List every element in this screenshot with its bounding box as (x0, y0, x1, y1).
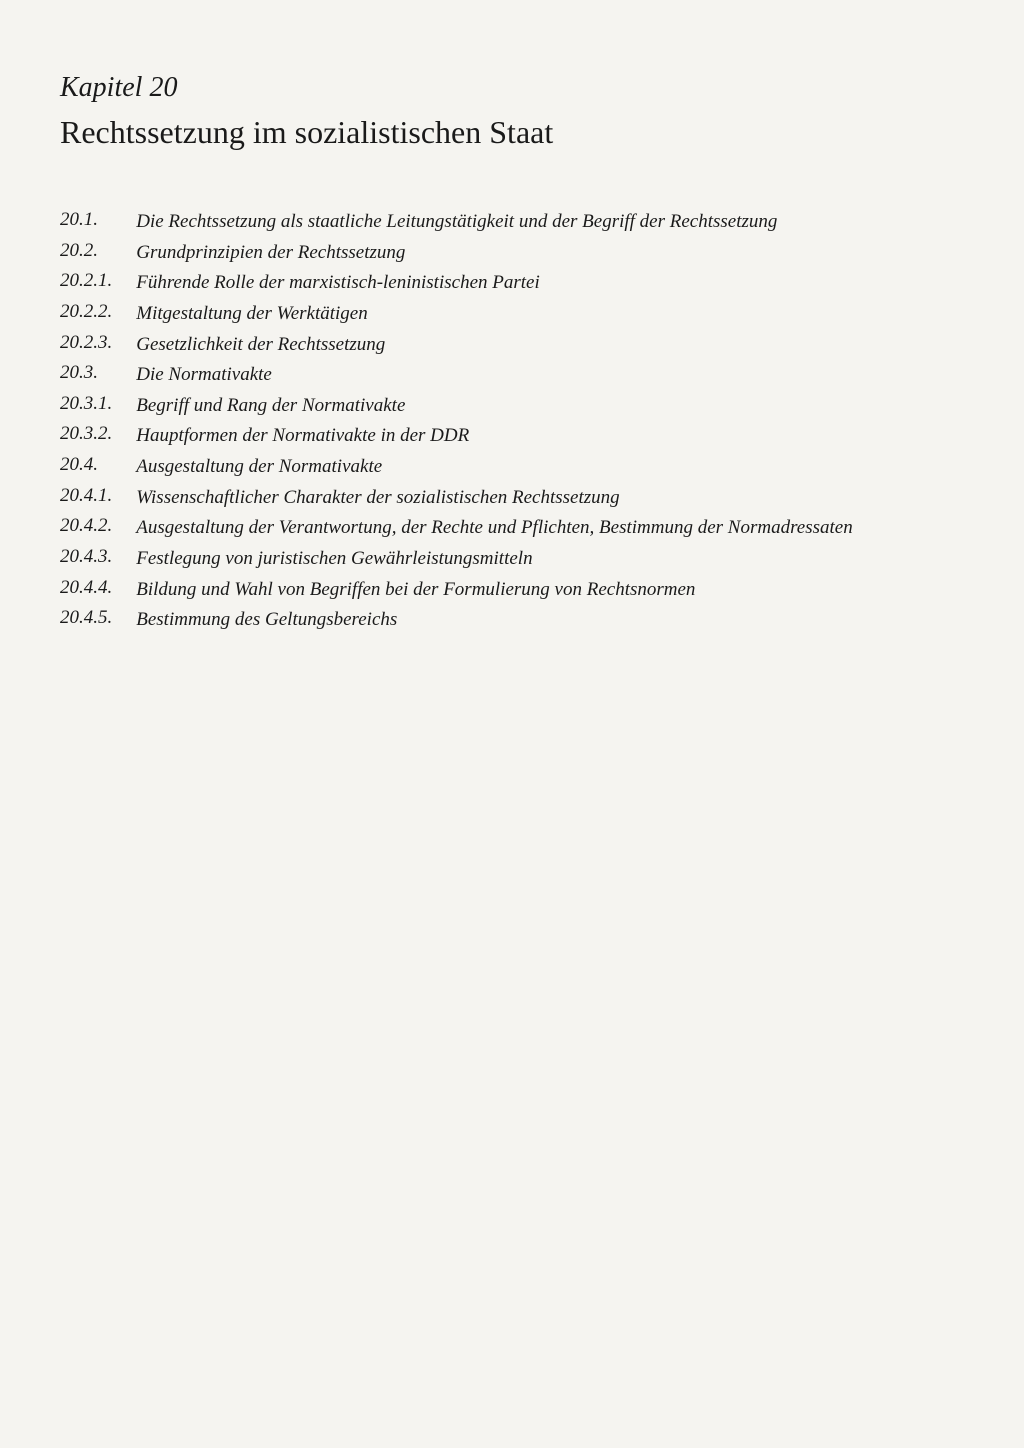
toc-entry-text: Bildung und Wahl von Begriffen bei der F… (136, 577, 852, 608)
toc-entry-number: 20.4.1. (60, 485, 136, 516)
toc-entry: 20.2. Grundprinzipien der Rechtssetzung (60, 240, 853, 271)
toc-entry: 20.3.2. Hauptformen der Normativakte in … (60, 423, 853, 454)
toc-entry: 20.2.3. Gesetzlichkeit der Rechtssetzung (60, 332, 853, 363)
toc-entry-text: Wissenschaftlicher Charakter der soziali… (136, 485, 852, 516)
toc-entry-number: 20.3.1. (60, 393, 136, 424)
toc-entry: 20.3.1. Begriff und Rang der Normativakt… (60, 393, 853, 424)
toc-entry: 20.4.5. Bestimmung des Geltungsbereichs (60, 607, 853, 638)
toc-entry-text: Festlegung von juristischen Gewährleistu… (136, 546, 852, 577)
toc-entry-number: 20.2.2. (60, 301, 136, 332)
toc-entry: 20.2.1. Führende Rolle der marxistisch-l… (60, 270, 853, 301)
toc-entry-number: 20.4. (60, 454, 136, 485)
toc-entry-text: Die Normativakte (136, 362, 852, 393)
chapter-label: Kapitel 20 (60, 72, 964, 104)
table-of-contents: 20.1. Die Rechtssetzung als staatliche L… (60, 209, 853, 638)
toc-entry: 20.3. Die Normativakte (60, 362, 853, 393)
toc-entry-text: Begriff und Rang der Normativakte (136, 393, 852, 424)
toc-entry: 20.1. Die Rechtssetzung als staatliche L… (60, 209, 853, 240)
toc-entry-text: Grundprinzipien der Rechtssetzung (136, 240, 852, 271)
toc-entry-text: Ausgestaltung der Verantwortung, der Rec… (136, 515, 852, 546)
toc-entry-text: Bestimmung des Geltungsbereichs (136, 607, 852, 638)
toc-entry-text: Gesetzlichkeit der Rechtssetzung (136, 332, 852, 363)
toc-entry-text: Führende Rolle der marxistisch-leninisti… (136, 270, 852, 301)
toc-entry-text: Hauptformen der Normativakte in der DDR (136, 423, 852, 454)
toc-entry-number: 20.3.2. (60, 423, 136, 454)
toc-entry-number: 20.4.4. (60, 577, 136, 608)
toc-entry-text: Ausgestaltung der Normativakte (136, 454, 852, 485)
toc-entry: 20.4.2. Ausgestaltung der Verantwortung,… (60, 515, 853, 546)
toc-entry-number: 20.4.5. (60, 607, 136, 638)
toc-entry: 20.4.1. Wissenschaftlicher Charakter der… (60, 485, 853, 516)
toc-entry: 20.2.2. Mitgestaltung der Werktätigen (60, 301, 853, 332)
toc-entry-number: 20.1. (60, 209, 136, 240)
toc-entry-text: Die Rechtssetzung als staatliche Leitung… (136, 209, 852, 240)
toc-entry-number: 20.3. (60, 362, 136, 393)
toc-entry: 20.4.4. Bildung und Wahl von Begriffen b… (60, 577, 853, 608)
chapter-title: Rechtssetzung im sozialistischen Staat (60, 114, 964, 151)
toc-entry-number: 20.4.3. (60, 546, 136, 577)
toc-entry-number: 20.2. (60, 240, 136, 271)
toc-entry: 20.4. Ausgestaltung der Normativakte (60, 454, 853, 485)
toc-entry: 20.4.3. Festlegung von juristischen Gewä… (60, 546, 853, 577)
toc-entry-number: 20.2.3. (60, 332, 136, 363)
toc-entry-text: Mitgestaltung der Werktätigen (136, 301, 852, 332)
toc-entry-number: 20.2.1. (60, 270, 136, 301)
toc-entry-number: 20.4.2. (60, 515, 136, 546)
